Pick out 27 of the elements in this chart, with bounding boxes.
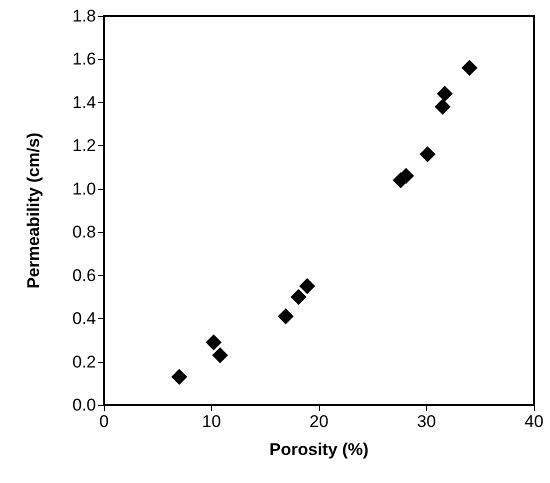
y-tick-label: 1.0 <box>72 179 96 198</box>
point <box>290 288 307 305</box>
x-tick-label: 20 <box>310 412 328 431</box>
y-tick-label: 0.0 <box>72 396 96 414</box>
y-tick-label: 0.8 <box>72 222 96 242</box>
point <box>299 278 316 294</box>
point <box>436 86 453 102</box>
y-tick-label: 0.4 <box>72 309 96 328</box>
x-axis-title: Porosity (%) <box>269 440 369 459</box>
point <box>462 60 478 76</box>
x-tick-label: 40 <box>524 412 544 431</box>
y-tick-label: 1.6 <box>72 50 96 69</box>
y-tick-label: 1.4 <box>72 92 96 112</box>
x-tick-label: 30 <box>417 412 436 431</box>
y-tick-label: 1.2 <box>72 136 96 156</box>
point <box>212 347 228 364</box>
y-tick-label: 0.2 <box>72 352 96 372</box>
y-tick-label: 1.8 <box>72 6 96 26</box>
y-tick-label: 0.6 <box>72 266 96 285</box>
point <box>206 334 222 350</box>
point <box>420 146 436 162</box>
x-tick-label: 0 <box>99 412 109 431</box>
y-axis-title: Permeability (cm/s) <box>24 132 43 288</box>
point <box>171 368 188 385</box>
point <box>278 308 294 324</box>
point <box>434 98 451 115</box>
x-tick-label: 10 <box>202 412 221 431</box>
